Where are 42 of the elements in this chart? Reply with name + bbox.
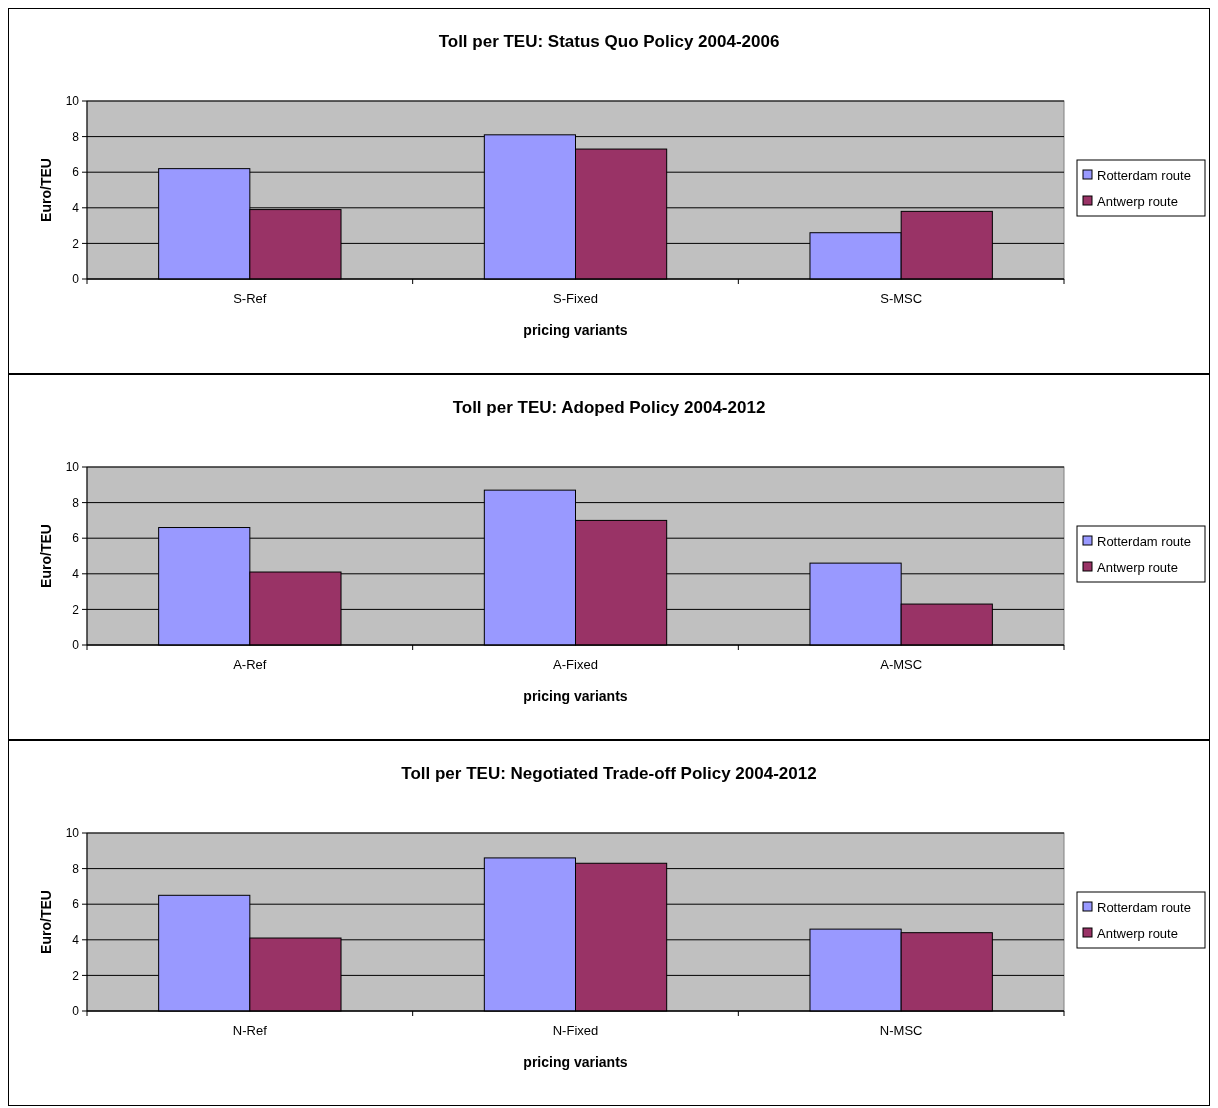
chart-title: Toll per TEU: Adoped Policy 2004-2012: [452, 398, 766, 417]
x-tick-label: S-Ref: [233, 291, 267, 306]
x-axis-title: pricing variants: [523, 322, 628, 338]
chart-title: Toll per TEU: Negotiated Trade-off Policy 2004-2012: [401, 764, 817, 783]
y-axis-title: Euro/TEU: [38, 158, 54, 222]
x-tick-label: A-Fixed: [553, 657, 598, 672]
y-tick-label: 2: [72, 968, 80, 983]
y-tick-label: 8: [72, 495, 80, 510]
legend-label: Antwerp route: [1097, 925, 1178, 941]
x-tick-label: N-Fixed: [552, 1023, 599, 1038]
y-tick-label: 2: [72, 236, 80, 251]
y-tick-label: 8: [72, 861, 80, 876]
x-axis-title: pricing variants: [523, 1054, 628, 1070]
y-tick-label: 4: [72, 201, 80, 215]
y-tick-label: 4: [72, 567, 80, 581]
y-axis-title: Euro/TEU: [38, 890, 54, 954]
x-tick-label: N-Ref: [232, 1023, 268, 1038]
y-tick-label: 6: [72, 531, 80, 546]
legend-label: Antwerp route: [1097, 193, 1178, 209]
legend-label: Rotterdam route: [1097, 533, 1191, 549]
chart-title: Toll per TEU: Status Quo Policy 2004-2006: [438, 32, 780, 51]
y-tick-label: 2: [72, 602, 80, 617]
y-tick-label: 10: [65, 826, 80, 841]
y-tick-label: 0: [72, 638, 80, 653]
x-tick-label: A-Ref: [233, 657, 267, 672]
legend-label: Rotterdam route: [1097, 899, 1191, 915]
legend-label: Antwerp route: [1097, 559, 1178, 575]
y-tick-label: 4: [72, 933, 80, 947]
y-tick-label: 10: [65, 94, 80, 109]
x-tick-label: S-MSC: [880, 291, 923, 306]
y-tick-label: 8: [72, 129, 80, 144]
y-tick-label: 0: [72, 1004, 80, 1019]
y-tick-label: 10: [65, 460, 80, 475]
x-axis-title: pricing variants: [523, 688, 628, 704]
y-tick-label: 6: [72, 897, 80, 912]
x-tick-label: S-Fixed: [553, 291, 598, 306]
y-tick-label: 6: [72, 165, 80, 180]
x-tick-label: N-MSC: [879, 1023, 923, 1038]
y-tick-label: 0: [72, 272, 80, 287]
legend-label: Rotterdam route: [1097, 167, 1191, 183]
x-tick-label: A-MSC: [880, 657, 923, 672]
y-axis-title: Euro/TEU: [38, 524, 54, 588]
